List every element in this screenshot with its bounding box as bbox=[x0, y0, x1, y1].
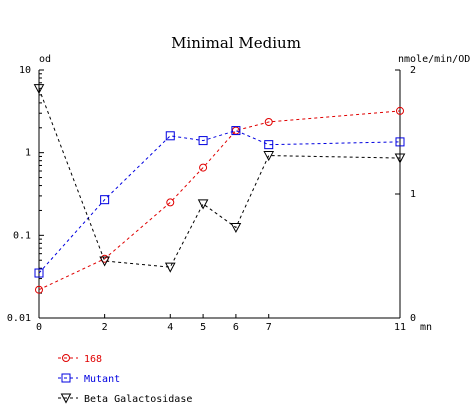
data-point bbox=[165, 131, 175, 141]
right-tick-label: 1 bbox=[410, 189, 416, 200]
legend-label: Beta Galactosidase bbox=[84, 394, 192, 405]
data-point bbox=[395, 137, 405, 147]
series-layer bbox=[33, 84, 406, 294]
data-point bbox=[99, 256, 110, 267]
data-point bbox=[198, 136, 208, 146]
data-point bbox=[166, 198, 175, 207]
series-line bbox=[38, 130, 401, 274]
legend-marker bbox=[62, 354, 70, 362]
data-point bbox=[34, 268, 44, 278]
legend: 168 Mutant Beta Galactosidase bbox=[58, 354, 192, 405]
x-axis-label: mn bbox=[420, 322, 432, 333]
left-tick-label: 0.01 bbox=[7, 313, 31, 324]
left-tick-label: 0.1 bbox=[13, 230, 31, 241]
series-1 bbox=[34, 126, 405, 278]
data-point bbox=[35, 285, 43, 294]
legend-marker bbox=[60, 393, 72, 404]
x-tick-label: 11 bbox=[394, 322, 406, 333]
data-point bbox=[33, 84, 45, 95]
chart-title: Minimal Medium bbox=[171, 34, 301, 52]
data-point bbox=[100, 195, 110, 205]
left-tick-label: 1 bbox=[25, 148, 31, 159]
data-point bbox=[197, 199, 209, 210]
data-point bbox=[263, 151, 275, 162]
data-point bbox=[264, 140, 274, 150]
x-tick-label: 5 bbox=[200, 322, 206, 333]
data-point bbox=[231, 126, 240, 135]
right-axis-label: nmole/min/OD bbox=[398, 54, 470, 65]
legend-label: Mutant bbox=[84, 374, 120, 385]
data-point bbox=[264, 117, 273, 126]
x-tick-label: 6 bbox=[233, 322, 239, 333]
x-tick-label: 7 bbox=[266, 322, 272, 333]
right-tick-label: 2 bbox=[410, 65, 416, 76]
left-axis-label: od bbox=[39, 54, 51, 65]
right-tick-label: 0 bbox=[410, 313, 416, 324]
data-point bbox=[199, 163, 208, 172]
legend-label: 168 bbox=[84, 354, 102, 365]
data-point bbox=[396, 106, 404, 115]
series-2 bbox=[33, 84, 406, 273]
series-line bbox=[38, 110, 401, 291]
data-point bbox=[231, 126, 241, 136]
data-point bbox=[230, 222, 242, 234]
data-point bbox=[394, 153, 406, 164]
x-tick-label: 0 bbox=[36, 322, 42, 333]
x-tick-label: 4 bbox=[167, 322, 173, 333]
left-tick-label: 10 bbox=[19, 65, 31, 76]
legend-marker bbox=[61, 373, 71, 383]
x-tick-label: 2 bbox=[102, 322, 108, 333]
data-point bbox=[164, 262, 176, 273]
